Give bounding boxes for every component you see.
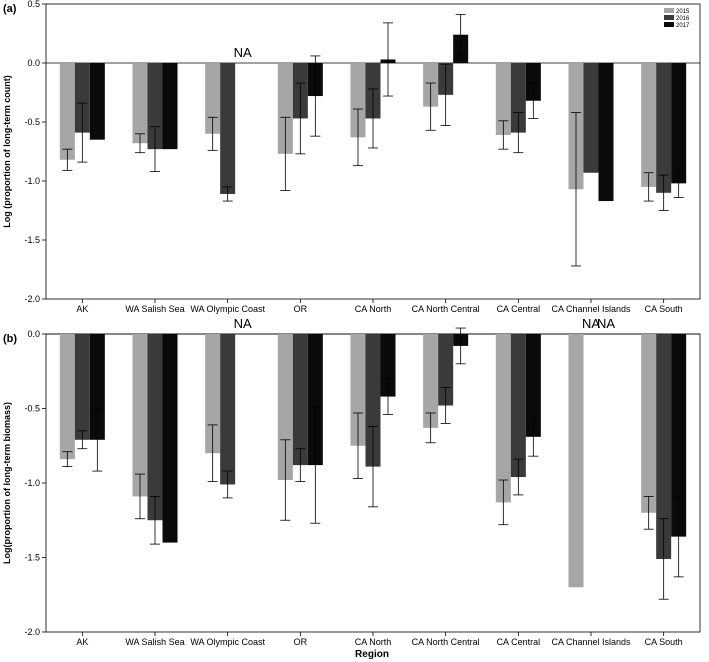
bar-2015	[59, 334, 75, 460]
bar-2016	[292, 334, 308, 466]
bar-2017	[525, 63, 541, 101]
bar-2017	[598, 63, 614, 202]
na-label: NA	[234, 316, 252, 331]
bar-2015	[568, 334, 584, 588]
x-tick-label: CA North Central	[412, 304, 480, 314]
na-label: NA	[234, 45, 252, 60]
y-tick-label: -1.0	[24, 176, 40, 186]
bar-2016	[74, 334, 90, 440]
bar-2017	[89, 63, 105, 140]
y-tick-label: -1.5	[24, 235, 40, 245]
bar-2017	[307, 334, 323, 466]
bar-2016	[147, 334, 163, 521]
y-tick-label: -0.5	[24, 117, 40, 127]
bar-2015	[277, 334, 293, 481]
x-tick-label: CA South	[645, 637, 683, 647]
bar-2016	[220, 334, 236, 485]
bar-2016	[220, 63, 236, 194]
bar-2016	[510, 334, 526, 478]
bar-2015	[350, 334, 366, 446]
panel-label: (b)	[3, 333, 17, 345]
bar-2015	[132, 334, 148, 497]
x-tick-label: OR	[294, 304, 308, 314]
bar-2017	[671, 334, 687, 537]
bar-2016	[656, 334, 672, 559]
legend-swatch-2015	[664, 8, 674, 13]
legend-label: 2015	[676, 9, 690, 15]
y-tick-label: 0.0	[27, 329, 40, 339]
bar-2015	[641, 334, 657, 513]
y-tick-label: -1.0	[24, 478, 40, 488]
bar-2015	[495, 63, 511, 135]
x-tick-label: CA Central	[497, 637, 541, 647]
y-tick-label: -0.5	[24, 404, 40, 414]
x-tick-label: WA Olympic Coast	[190, 637, 265, 647]
bar-2017	[89, 334, 105, 440]
bar-2016	[74, 63, 90, 133]
bar-2015	[59, 63, 75, 160]
bar-2015	[205, 334, 221, 454]
x-tick-label: AK	[76, 637, 88, 647]
bar-2016	[510, 63, 526, 133]
legend-label: 2016	[676, 16, 690, 22]
bar-2015	[495, 334, 511, 503]
bar-2016	[656, 63, 672, 193]
x-tick-label: CA Central	[497, 304, 541, 314]
y-axis-title: Log (proportion of long-term count)	[2, 75, 12, 227]
x-tick-label: CA Channel Islands	[551, 637, 631, 647]
bar-2017	[380, 334, 396, 397]
y-tick-label: 0.0	[27, 58, 40, 68]
y-axis-title: Log(proportion of long-term biomass)	[2, 402, 12, 564]
bar-2016	[365, 334, 381, 467]
legend-swatch-2017	[664, 22, 674, 27]
x-tick-label: CA South	[645, 304, 683, 314]
x-tick-label: CA North	[355, 304, 392, 314]
x-tick-label: WA Olympic Coast	[190, 304, 265, 314]
x-tick-label: AK	[76, 304, 88, 314]
bar-2017	[162, 334, 178, 543]
bar-2015	[350, 63, 366, 138]
bar-2017	[162, 63, 178, 150]
x-tick-label: CA North Central	[412, 637, 480, 647]
x-tick-label: OR	[294, 637, 308, 647]
y-tick-label: -2.0	[24, 627, 40, 637]
y-tick-label: -2.0	[24, 294, 40, 304]
bar-2017	[525, 334, 541, 437]
legend-swatch-2016	[664, 15, 674, 20]
bar-2017	[671, 63, 687, 184]
x-tick-label: CA North	[355, 637, 392, 647]
na-label: NA	[582, 316, 600, 331]
panel-label: (a)	[3, 3, 17, 15]
x-tick-label: WA Salish Sea	[125, 637, 184, 647]
x-tick-label: WA Salish Sea	[125, 304, 184, 314]
bar-2015	[423, 334, 439, 428]
legend-label: 2017	[676, 23, 690, 29]
bar-2015	[641, 63, 657, 187]
x-axis-title: Region	[355, 649, 389, 660]
na-label: NA	[597, 316, 615, 331]
bar-2015	[205, 63, 221, 134]
bar-2015	[277, 63, 293, 154]
bar-2016	[583, 63, 599, 173]
x-tick-label: CA Channel Islands	[551, 304, 631, 314]
y-tick-label: 0.5	[27, 0, 40, 9]
panel-a: 0.5 0.0 -0.5 -1.0 -1.5 -2.0 Log (proportion of…	[2, 0, 701, 314]
panel-b: 0.0 -0.5 -1.0 -1.5 -2.0 Log(proportion of lon…	[2, 316, 701, 647]
bar-2016	[147, 63, 163, 150]
y-tick-label: -1.5	[24, 553, 40, 563]
bar-2015	[132, 63, 148, 144]
